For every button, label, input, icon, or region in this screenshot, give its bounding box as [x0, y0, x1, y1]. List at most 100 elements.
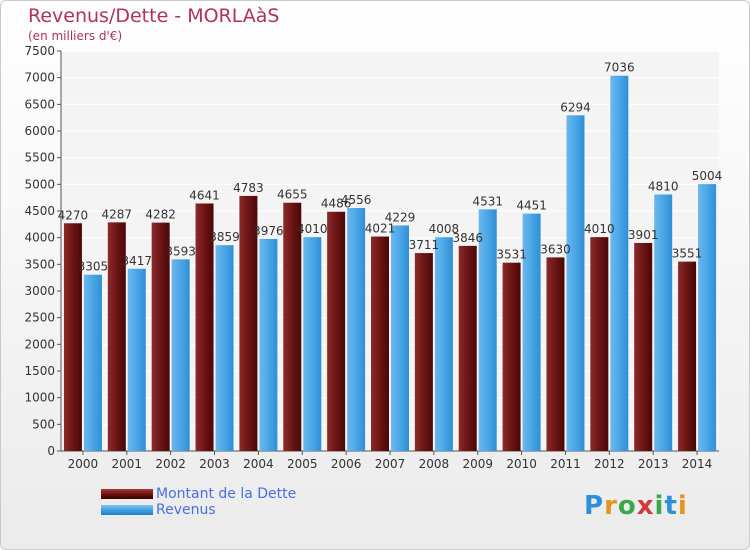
data-label-dette: 3531: [496, 248, 527, 262]
bar-revenus: [610, 75, 629, 451]
logo-letter: i: [654, 491, 665, 521]
chart-title: Revenus/Dette - MORLAàS: [28, 5, 280, 27]
bar-dette: [195, 203, 214, 451]
bar-dette: [63, 223, 82, 451]
logo-letter: i: [677, 491, 688, 521]
data-label-revenus: 4556: [341, 193, 372, 207]
bar-revenus: [522, 213, 541, 451]
x-tick-label: 2007: [375, 457, 406, 471]
bar-dette: [414, 253, 433, 451]
bar-dette: [327, 211, 346, 451]
data-label-revenus: 4810: [648, 179, 679, 193]
bar-dette: [546, 257, 565, 451]
legend-swatch-revenus: [101, 505, 153, 515]
data-label-dette: 4486: [321, 197, 352, 211]
bar-dette: [590, 237, 609, 451]
legend-swatch-dette: [101, 489, 153, 499]
legend-label-dette: Montant de la Dette: [156, 486, 297, 502]
bar-revenus: [698, 184, 717, 451]
x-tick-label: 2002: [155, 457, 186, 471]
data-label-dette: 4641: [189, 188, 220, 202]
y-tick-label: 4500: [24, 204, 55, 218]
x-tick-label: 2012: [594, 457, 625, 471]
bar-revenus: [654, 194, 673, 451]
data-label-revenus: 3305: [78, 260, 109, 274]
bar-dette: [151, 222, 170, 451]
bar-revenus: [171, 259, 190, 451]
y-tick-label: 5500: [24, 151, 55, 165]
bar-dette: [458, 245, 477, 451]
data-label-dette: 4282: [145, 208, 176, 222]
data-label-revenus: 4531: [472, 194, 503, 208]
y-tick-label: 4000: [24, 231, 55, 245]
bar-revenus: [478, 209, 497, 451]
bar-dette: [678, 261, 697, 451]
data-label-revenus: 5004: [692, 169, 723, 183]
bar-revenus: [566, 115, 585, 451]
logo-letter: P: [584, 491, 605, 521]
logo-letter: t: [664, 491, 678, 521]
data-label-revenus: 6294: [560, 100, 591, 114]
y-tick-label: 1000: [24, 391, 55, 405]
logo-letter: r: [604, 491, 618, 521]
y-tick-label: 2000: [24, 337, 55, 351]
y-tick-label: 5000: [24, 177, 55, 191]
chart-subtitle: (en milliers d'€): [28, 29, 123, 43]
y-tick-label: 6000: [24, 124, 55, 138]
data-label-dette: 3630: [540, 242, 571, 256]
data-label-revenus: 4010: [297, 222, 328, 236]
x-tick-label: 2009: [462, 457, 493, 471]
y-tick-label: 7000: [24, 71, 55, 85]
bar-dette: [239, 195, 258, 451]
y-tick-label: 7500: [24, 44, 55, 58]
x-tick-label: 2005: [287, 457, 318, 471]
data-label-dette: 4010: [584, 222, 615, 236]
y-tick-label: 3500: [24, 257, 55, 271]
bar-dette: [502, 262, 521, 451]
data-label-dette: 4655: [277, 188, 308, 202]
data-label-revenus: 3859: [209, 230, 240, 244]
x-tick-label: 2013: [638, 457, 669, 471]
data-label-revenus: 3976: [253, 224, 284, 238]
data-label-dette: 3711: [409, 238, 440, 252]
bar-dette: [283, 202, 302, 451]
bar-revenus: [215, 245, 234, 451]
bar-revenus: [303, 237, 322, 451]
x-tick-label: 2001: [112, 457, 143, 471]
data-label-revenus: 7036: [604, 61, 635, 75]
x-tick-label: 2011: [550, 457, 581, 471]
data-label-revenus: 4451: [516, 199, 547, 213]
data-label-dette: 4021: [365, 222, 396, 236]
legend-label-revenus: Revenus: [156, 502, 216, 518]
y-tick-label: 0: [47, 444, 55, 458]
y-tick-label: 3000: [24, 284, 55, 298]
data-label-dette: 4287: [102, 207, 133, 221]
y-tick-label: 2500: [24, 311, 55, 325]
data-label-dette: 3551: [672, 247, 703, 261]
x-tick-label: 2014: [682, 457, 713, 471]
x-tick-label: 2000: [68, 457, 99, 471]
bar-dette: [634, 242, 653, 451]
x-tick-label: 2010: [506, 457, 537, 471]
logo-letter: x: [636, 491, 655, 521]
bar-revenus: [127, 268, 146, 451]
data-label-dette: 3901: [628, 228, 659, 242]
y-tick-label: 6500: [24, 97, 55, 111]
x-tick-label: 2003: [199, 457, 230, 471]
y-tick-label: 500: [32, 417, 55, 431]
bar-revenus: [83, 274, 102, 451]
data-label-dette: 3846: [452, 231, 483, 245]
data-label-revenus: 3417: [122, 254, 153, 268]
proxiti-logo: Proxiti: [584, 491, 688, 521]
bar-revenus: [434, 237, 453, 451]
bar-revenus: [391, 225, 409, 451]
data-label-revenus: 3593: [165, 244, 196, 258]
data-label-revenus: 4229: [385, 210, 416, 224]
bar-revenus: [347, 208, 366, 451]
logo-letter: o: [617, 491, 637, 521]
x-tick-label: 2004: [243, 457, 274, 471]
data-label-revenus: 4008: [429, 222, 460, 236]
data-label-dette: 4783: [233, 181, 264, 195]
